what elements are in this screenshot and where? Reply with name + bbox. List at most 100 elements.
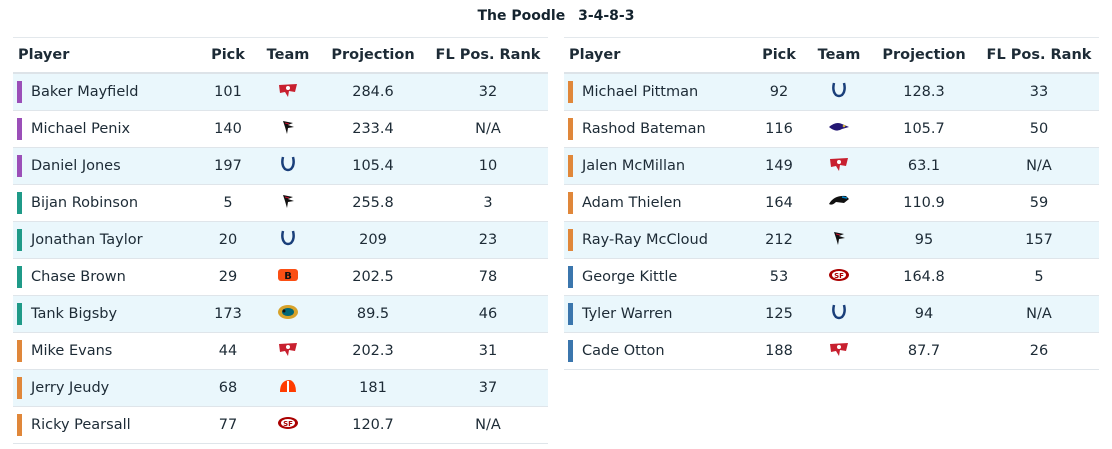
table-row[interactable]: Rashod Bateman 116 105.7 50: [564, 110, 1099, 148]
projection-cell: 202.3: [318, 332, 428, 370]
header-rank[interactable]: FL Pos. Rank: [979, 37, 1099, 74]
position-bar-wr: [17, 340, 22, 362]
projection-cell: 233.4: [318, 110, 428, 148]
player-name[interactable]: Michael Penix: [31, 121, 131, 137]
projection-cell: 94: [869, 295, 979, 333]
player-cell: Bijan Robinson: [13, 184, 198, 222]
pick-cell: 197: [198, 147, 258, 185]
team-cell: [258, 147, 318, 185]
player-name[interactable]: Ray-Ray McCloud: [582, 232, 708, 248]
position-bar-qb: [17, 118, 22, 140]
team-logo-atl-icon: [831, 230, 847, 250]
player-name[interactable]: Cade Otton: [582, 343, 665, 359]
player-name[interactable]: Mike Evans: [31, 343, 113, 359]
projection-cell: 89.5: [318, 295, 428, 333]
position-bar-wr: [568, 229, 573, 251]
player-name[interactable]: Jonathan Taylor: [31, 232, 143, 248]
team-logo-car-icon: [828, 194, 850, 212]
player-name[interactable]: Bijan Robinson: [31, 195, 139, 211]
player-name[interactable]: Tank Bigsby: [31, 306, 118, 322]
player-name[interactable]: Baker Mayfield: [31, 84, 139, 100]
table-row[interactable]: Bijan Robinson 5 255.8 3: [13, 184, 548, 222]
rank-cell: 37: [428, 369, 548, 407]
table-row[interactable]: Michael Penix 140 233.4 N/A: [13, 110, 548, 148]
player-cell: Ray-Ray McCloud: [564, 221, 749, 259]
table-row[interactable]: Chase Brown 29 B 202.5 78: [13, 258, 548, 296]
position-bar-qb: [17, 155, 22, 177]
table-row[interactable]: Baker Mayfield 101 284.6 32: [13, 73, 548, 111]
table-row[interactable]: Mike Evans 44 202.3 31: [13, 332, 548, 370]
player-name[interactable]: Chase Brown: [31, 269, 126, 285]
rank-cell: 59: [979, 184, 1099, 222]
rank-cell: N/A: [428, 406, 548, 444]
table-row[interactable]: Ricky Pearsall 77 SF 120.7 N/A: [13, 406, 548, 444]
projection-cell: 105.7: [869, 110, 979, 148]
pick-cell: 68: [198, 369, 258, 407]
table-row[interactable]: Tank Bigsby 173 89.5 46: [13, 295, 548, 333]
header-team[interactable]: Team: [258, 37, 318, 74]
team-cell: [809, 184, 869, 222]
table-row[interactable]: Tyler Warren 125 94 N/A: [564, 295, 1099, 333]
projection-cell: 105.4: [318, 147, 428, 185]
table-row[interactable]: Michael Pittman 92 128.3 33: [564, 73, 1099, 111]
table-row[interactable]: Jalen McMillan 149 63.1 N/A: [564, 147, 1099, 185]
player-name[interactable]: Daniel Jones: [31, 158, 121, 174]
rank-cell: N/A: [979, 295, 1099, 333]
table-row[interactable]: Cade Otton 188 87.7 26: [564, 332, 1099, 370]
header-projection[interactable]: Projection: [318, 37, 428, 74]
player-name[interactable]: Michael Pittman: [582, 84, 699, 100]
svg-text:SF: SF: [834, 272, 844, 280]
position-bar-rb: [17, 303, 22, 325]
position-bar-te: [568, 340, 573, 362]
roster-table-left: Player Pick Team Projection FL Pos. Rank…: [13, 37, 548, 444]
roster-table-right: Player Pick Team Projection FL Pos. Rank…: [564, 37, 1099, 370]
table-row[interactable]: George Kittle 53 SF 164.8 5: [564, 258, 1099, 296]
player-name[interactable]: Rashod Bateman: [582, 121, 706, 137]
player-cell: Adam Thielen: [564, 184, 749, 222]
pick-cell: 164: [749, 184, 809, 222]
player-cell: Ricky Pearsall: [13, 406, 198, 444]
header-rank[interactable]: FL Pos. Rank: [428, 37, 548, 74]
player-name[interactable]: Jalen McMillan: [582, 158, 686, 174]
team-logo-tb-icon: [277, 341, 299, 361]
pick-cell: 29: [198, 258, 258, 296]
svg-text:B: B: [284, 271, 292, 282]
team-cell: [258, 295, 318, 333]
position-bar-rb: [17, 266, 22, 288]
player-name[interactable]: Ricky Pearsall: [31, 417, 131, 433]
projection-cell: 255.8: [318, 184, 428, 222]
team-cell: [809, 295, 869, 333]
team-cell: [258, 73, 318, 111]
header-projection[interactable]: Projection: [869, 37, 979, 74]
header-player[interactable]: Player: [564, 37, 749, 74]
team-logo-jax-icon: [277, 304, 299, 324]
team-logo-cle-icon: [278, 378, 298, 398]
position-bar-wr: [568, 192, 573, 214]
table-row[interactable]: Adam Thielen 164 110.9 59: [564, 184, 1099, 222]
team-cell: B: [258, 258, 318, 296]
table-row[interactable]: Jerry Jeudy 68 181 37: [13, 369, 548, 407]
player-cell: Cade Otton: [564, 332, 749, 370]
header-team[interactable]: Team: [809, 37, 869, 74]
player-name[interactable]: Adam Thielen: [582, 195, 682, 211]
rank-cell: 10: [428, 147, 548, 185]
team-logo-tb-icon: [828, 341, 850, 361]
player-cell: Jonathan Taylor: [13, 221, 198, 259]
player-name[interactable]: Jerry Jeudy: [31, 380, 110, 396]
rank-cell: 157: [979, 221, 1099, 259]
player-name[interactable]: Tyler Warren: [582, 306, 673, 322]
rank-cell: 78: [428, 258, 548, 296]
player-name[interactable]: George Kittle: [582, 269, 678, 285]
header-pick[interactable]: Pick: [198, 37, 258, 74]
player-cell: Jerry Jeudy: [13, 369, 198, 407]
header-player[interactable]: Player: [13, 37, 198, 74]
table-row[interactable]: Jonathan Taylor 20 209 23: [13, 221, 548, 259]
header-pick[interactable]: Pick: [749, 37, 809, 74]
player-cell: Michael Pittman: [564, 73, 749, 111]
team-logo-sf-icon: SF: [828, 268, 850, 286]
team-logo-ind-icon: [280, 155, 296, 177]
team-cell: [809, 147, 869, 185]
team-logo-atl-icon: [280, 193, 296, 213]
table-row[interactable]: Daniel Jones 197 105.4 10: [13, 147, 548, 185]
table-row[interactable]: Ray-Ray McCloud 212 95 157: [564, 221, 1099, 259]
